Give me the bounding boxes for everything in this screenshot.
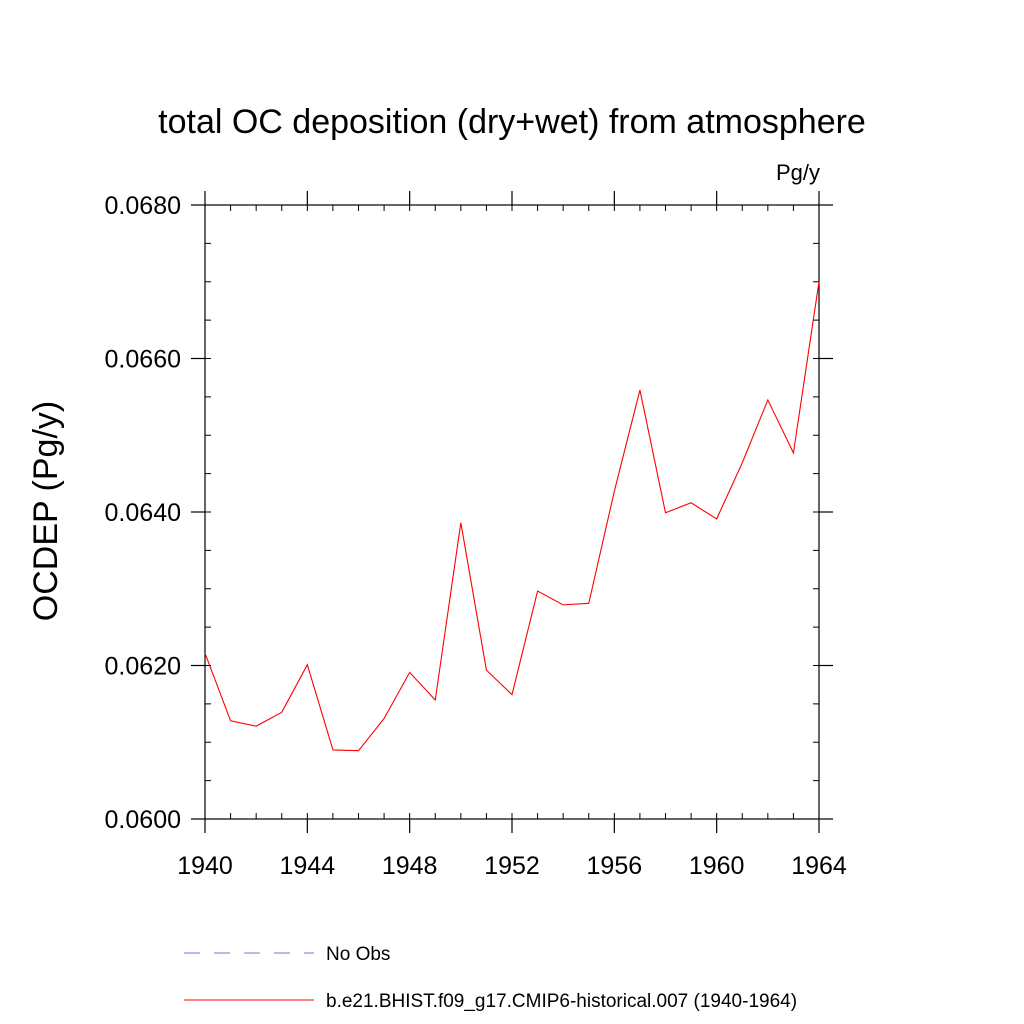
- y-axis-label: OCDEP (Pg/y): [27, 401, 65, 621]
- y-tick-labels: 0.0600 0.0620 0.0640 0.0660 0.0680: [105, 192, 181, 834]
- x-tick-labels: 1940 1944 1948 1952 1956 1960 1964: [177, 852, 847, 880]
- x-tick-label: 1944: [280, 852, 336, 880]
- x-tick-label: 1940: [177, 852, 233, 880]
- series-group: [204, 281, 820, 752]
- x-tick-label: 1964: [791, 852, 847, 880]
- axis-ticks: [191, 191, 833, 833]
- legend: No Obs b.e21.BHIST.f09_g17.CMIP6-histori…: [184, 944, 797, 1012]
- chart-title: total OC deposition (dry+wet) from atmos…: [158, 103, 866, 141]
- x-tick-label: 1952: [484, 852, 540, 880]
- units-label: Pg/y: [776, 160, 820, 185]
- y-tick-label: 0.0600: [105, 806, 181, 834]
- x-tick-label: 1956: [587, 852, 643, 880]
- legend-label-series: b.e21.BHIST.f09_g17.CMIP6-historical.007…: [326, 991, 797, 1012]
- plot-frame: [204, 204, 820, 820]
- y-tick-label: 0.0660: [105, 346, 181, 374]
- legend-label-no-obs: No Obs: [326, 944, 390, 965]
- x-tick-label: 1960: [689, 852, 745, 880]
- series-line: [204, 281, 820, 752]
- y-tick-label: 0.0680: [105, 192, 181, 220]
- x-tick-label: 1948: [382, 852, 438, 880]
- y-tick-label: 0.0620: [105, 653, 181, 681]
- y-tick-label: 0.0640: [105, 499, 181, 527]
